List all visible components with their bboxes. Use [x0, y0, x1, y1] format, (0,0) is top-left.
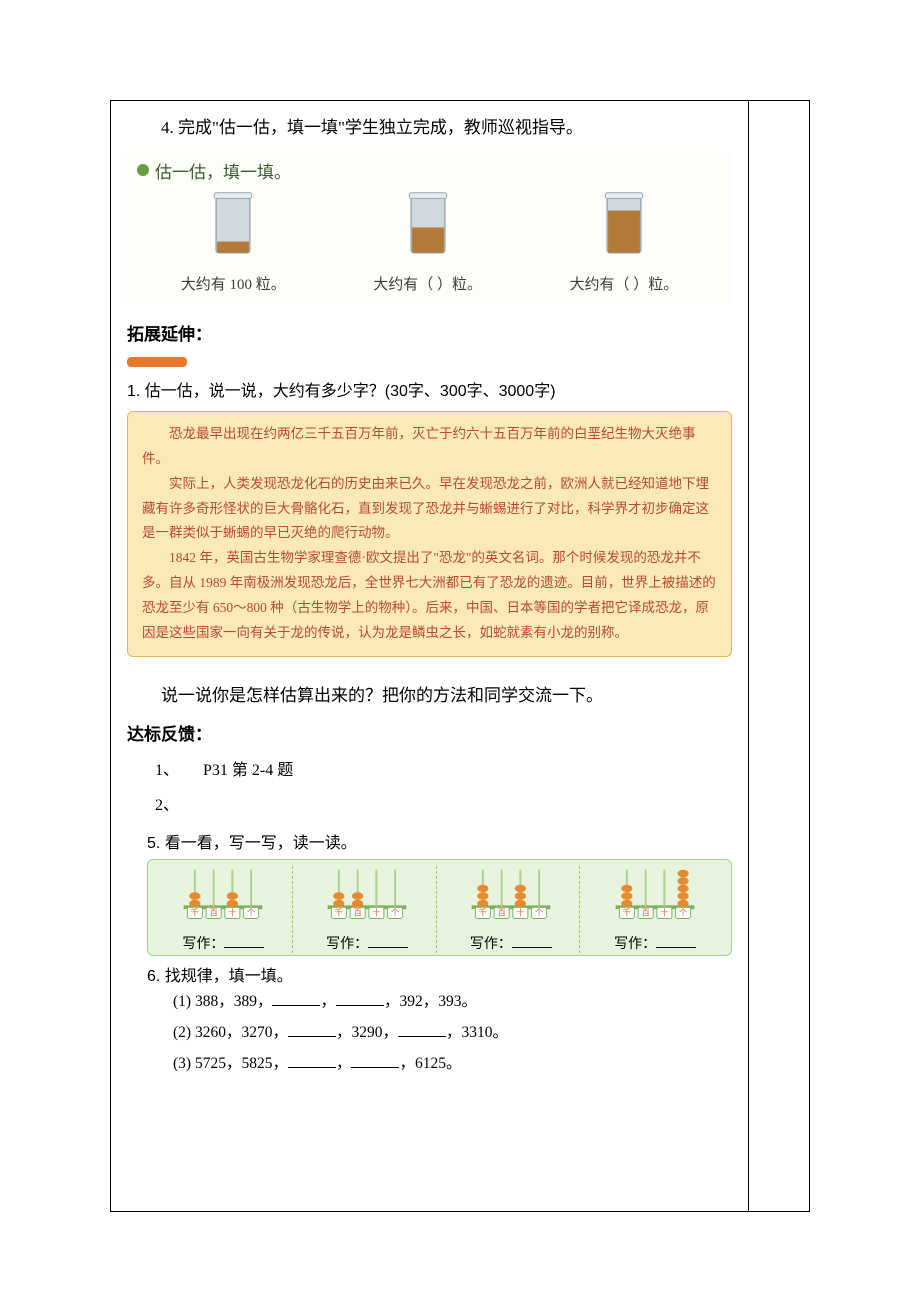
jar-icon: [594, 189, 654, 264]
svg-text:个: 个: [247, 908, 256, 918]
page-frame: 4. 完成"估一估，填一填"学生独立完成，教师巡视指导。 估一估，填一填。 大约…: [110, 100, 810, 1212]
q1-title: 1. 估一估，说一说，大约有多少字？(30字、300字、3000字): [127, 377, 732, 401]
jar-icon: [203, 189, 263, 264]
jar-header: 估一估，填一填。: [137, 158, 722, 183]
abacus-icon: 千 百 十 个: [322, 866, 412, 926]
jar-item: 大约有 100 粒。: [181, 189, 286, 294]
ex6-title: 6. 找规律，填一填。: [147, 962, 732, 986]
abacus-cell: 千 百 十 个 写作：: [442, 866, 580, 953]
side-column: [749, 101, 809, 1211]
bullet-icon: [137, 164, 149, 176]
svg-text:十: 十: [372, 908, 381, 918]
instruction-4: 4. 完成"估一估，填一填"学生独立完成，教师巡视指导。: [127, 113, 732, 144]
abacus-cell: 千 百 十 个 写作：: [586, 866, 724, 953]
passage-box: 恐龙最早出现在约两亿三千五百万年前，灭亡于约六十五百万年前的白垩纪生物大灭绝事件…: [127, 411, 732, 658]
feedback-item-2: 2、: [155, 788, 732, 823]
svg-text:个: 个: [679, 908, 688, 918]
jar-label: 大约有 100 粒。: [181, 273, 286, 294]
passage-paragraph: 实际上，人类发现恐龙化石的历史由来已久。早在发现恐龙之前，欧洲人就已经知道地下埋…: [142, 472, 717, 547]
orange-bar-decoration: [127, 357, 187, 367]
abacus-wrap: 千 百 十 个 写作： 千 百 十 个 写作： 千 百: [147, 859, 732, 956]
discuss-prompt: 说一说你是怎样估算出来的？把你的方法和同学交流一下。: [127, 681, 732, 712]
extension-block: 1. 估一估，说一说，大约有多少字？(30字、300字、3000字) 恐龙最早出…: [127, 357, 732, 658]
pattern-line: (3) 5725，5825，，，6125。: [173, 1048, 732, 1079]
pattern-line: (2) 3260，3270，，3290，，3310。: [173, 1017, 732, 1048]
abacus-cell: 千 百 十 个 写作：: [299, 866, 437, 953]
ex5-ex6-block: 5. 看一看，写一写，读一读。 千 百 十 个 写作： 千 百 十: [147, 829, 732, 1079]
abacus-icon: 千 百 十 个: [610, 866, 700, 926]
write-label: 写作：: [586, 933, 724, 953]
svg-text:个: 个: [535, 908, 544, 918]
jar-label: 大约有（ ）粒。: [373, 273, 482, 294]
svg-text:百: 百: [642, 908, 650, 918]
passage-paragraph: 恐龙最早出现在约两亿三千五百万年前，灭亡于约六十五百万年前的白垩纪生物大灭绝事件…: [142, 422, 717, 472]
spacer: [127, 1079, 732, 1199]
svg-text:千: 千: [335, 908, 343, 918]
pattern-line: (1) 388，389，，，392，393。: [173, 986, 732, 1017]
abacus-cell: 千 百 十 个 写作：: [155, 866, 293, 953]
svg-text:千: 千: [623, 908, 631, 918]
svg-text:十: 十: [660, 908, 669, 918]
svg-text:千: 千: [191, 908, 199, 918]
svg-text:百: 百: [354, 908, 362, 918]
abacus-icon: 千 百 十 个: [466, 866, 556, 926]
extension-title: 拓展延伸：: [127, 320, 732, 345]
svg-text:千: 千: [479, 908, 487, 918]
main-column: 4. 完成"估一估，填一填"学生独立完成，教师巡视指导。 估一估，填一填。 大约…: [111, 101, 749, 1211]
svg-text:百: 百: [210, 908, 218, 918]
abacus-icon: 千 百 十 个: [178, 866, 268, 926]
abacus-row: 千 百 十 个 写作： 千 百 十 个 写作： 千 百: [152, 866, 727, 953]
svg-text:个: 个: [391, 908, 400, 918]
write-label: 写作：: [155, 933, 292, 953]
svg-text:百: 百: [497, 908, 505, 918]
jar-row: 大约有 100 粒。 大约有（ ）粒。 大约有（ ）粒。: [137, 189, 722, 294]
jar-item: 大约有（ ）粒。: [569, 189, 678, 294]
pattern-lines: (1) 388，389，，，392，393。(2) 3260，3270，，329…: [147, 986, 732, 1079]
svg-text:十: 十: [516, 908, 525, 918]
jar-exercise-block: 估一估，填一填。 大约有 100 粒。 大约有（ ）粒。 大约有（ ）粒。: [127, 152, 732, 304]
write-label: 写作：: [442, 933, 579, 953]
jar-exercise-title: 估一估，填一填。: [155, 158, 291, 183]
ex5-title: 5. 看一看，写一写，读一读。: [147, 829, 732, 853]
jar-label: 大约有（ ）粒。: [569, 273, 678, 294]
jar-item: 大约有（ ）粒。: [373, 189, 482, 294]
jar-icon: [398, 189, 458, 264]
feedback-title: 达标反馈：: [127, 720, 732, 745]
write-label: 写作：: [299, 933, 436, 953]
feedback-item-1: 1、 P31 第 2-4 题: [155, 753, 732, 788]
svg-text:十: 十: [229, 908, 238, 918]
passage-paragraph: 1842 年，英国古生物学家理查德·欧文提出了"恐龙"的英文名词。那个时候发现的…: [142, 546, 717, 646]
